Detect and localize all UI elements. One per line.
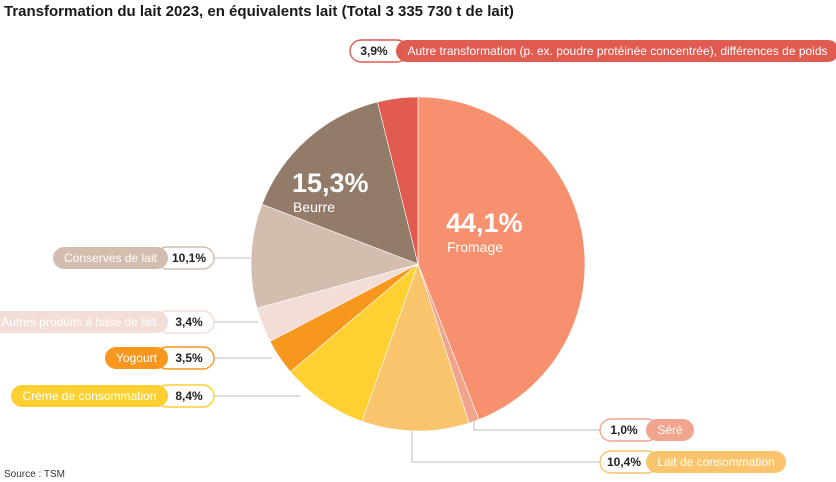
- chart-title: Transformation du lait 2023, en équivale…: [4, 3, 514, 20]
- callout-creme-de-consommation: Crème de consommation 8,4%: [11, 384, 215, 408]
- source-note: Source : TSM: [4, 469, 65, 480]
- callout-label: Lait de consommation: [657, 455, 774, 469]
- slice-fromage: [417, 96, 586, 420]
- callout-label: Autre transformation (p. ex. poudre prot…: [407, 44, 827, 58]
- leader-line: [473, 418, 600, 431]
- callout-value: 3,4%: [175, 315, 203, 329]
- leader-line: [411, 431, 600, 463]
- inner-value-beurre: 15,3%: [292, 168, 369, 198]
- callout-conserves-de-lait: Conserves de lait 10,1%: [53, 246, 215, 270]
- callout-label: Autres produits à base de lait: [1, 315, 157, 329]
- callout-value: 10,4%: [607, 455, 641, 469]
- callout-lait-de-consommation: 10,4% Lait de consommation: [599, 450, 786, 474]
- callout-value: 8,4%: [175, 389, 203, 403]
- callout-value: 3,5%: [175, 351, 203, 365]
- callout-value: 1,0%: [610, 423, 638, 437]
- slice-beurre: [261, 101, 419, 265]
- pie-slices: [250, 96, 586, 432]
- callout-value: 3,9%: [360, 44, 388, 58]
- slice-conserves-de-lait: [250, 203, 419, 309]
- callout-autre-transformation-p-ex-poudre-protein: 3,9% Autre transformation (p. ex. poudre …: [349, 39, 836, 63]
- slice-autre-transformation-p-ex-poudre-protein: [377, 96, 419, 265]
- callout-labels: 3,9% Autre transformation (p. ex. poudre …: [0, 39, 836, 474]
- callout-label: Yogourt: [116, 351, 158, 365]
- callout-label: Conserves de lait: [64, 251, 157, 265]
- callout-yogourt: Yogourt 3,5%: [105, 346, 215, 370]
- callout-value: 10,1%: [172, 251, 206, 265]
- callout-sere: 1,0% Séré: [599, 418, 694, 442]
- inner-value-fromage: 44,1%: [446, 208, 523, 238]
- slice-lait-de-consommation: [361, 263, 470, 432]
- callout-autres-produits-a-base-de-lait: Autres produits à base de lait 3,4%: [0, 310, 215, 334]
- inner-label-fromage: Fromage: [447, 239, 503, 255]
- slice-creme-de-consommation: [290, 263, 419, 422]
- callout-label: Séré: [657, 423, 683, 437]
- inner-label-beurre: Beurre: [293, 199, 335, 215]
- callout-label: Crème de consommation: [22, 389, 156, 403]
- inner-labels: 44,1%Fromage 15,3%Beurre: [292, 168, 523, 255]
- leader-lines: [214, 257, 600, 463]
